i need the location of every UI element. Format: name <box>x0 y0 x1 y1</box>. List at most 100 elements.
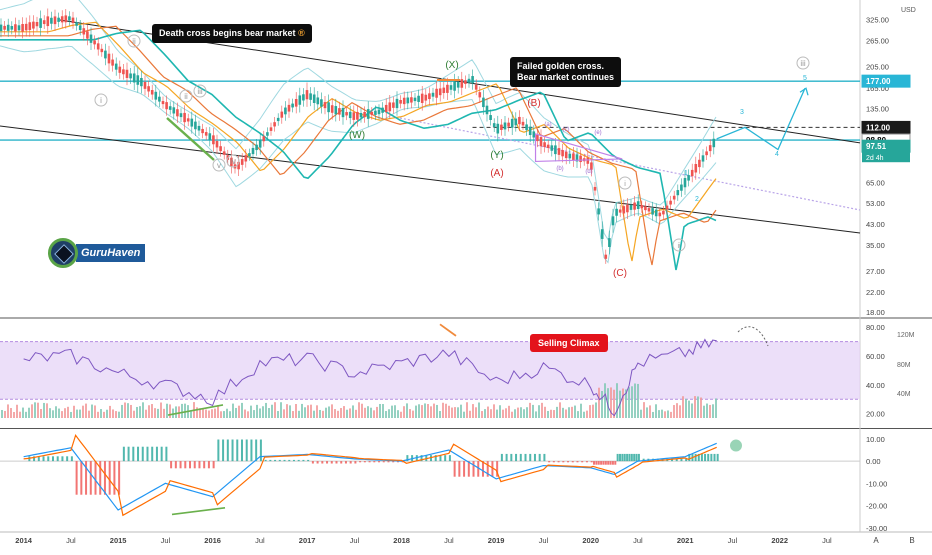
wave-label-tri_a: (a) <box>544 122 551 128</box>
macd-histogram-bar <box>189 461 192 469</box>
price-tick-label: 18.00 <box>866 308 885 317</box>
volume-bar <box>10 408 12 418</box>
macd-histogram-bar <box>602 461 605 465</box>
bollinger-upper <box>0 0 717 241</box>
candle-body <box>626 204 629 213</box>
volume-bar <box>142 402 144 418</box>
candle-body <box>197 125 201 131</box>
macd-histogram-bar <box>704 453 707 462</box>
volume-bar <box>265 402 267 418</box>
candle-body <box>50 17 53 24</box>
volume-bar <box>400 411 402 418</box>
macd-histogram-bar <box>368 461 371 463</box>
macd-histogram-bar <box>349 461 352 464</box>
candle-body <box>701 155 705 162</box>
candle-body <box>345 112 348 116</box>
candle-body <box>489 115 492 120</box>
candle-body <box>384 104 388 113</box>
volume-bar <box>649 405 651 418</box>
candle-body <box>496 123 500 134</box>
macd-histogram-bar <box>458 461 461 477</box>
volume-bar <box>283 409 285 418</box>
candle-body <box>161 101 165 105</box>
tag-112-bg <box>861 120 911 134</box>
macd-histogram-bar <box>434 455 437 462</box>
time-tick-label: Jul <box>161 536 171 545</box>
volume-bar <box>586 410 588 418</box>
candle-body <box>100 48 104 53</box>
death-cross-mark: ® <box>298 28 305 38</box>
candle-body <box>510 118 514 128</box>
macd-histogram-bar <box>99 461 102 495</box>
time-tick-label: Jul <box>350 536 360 545</box>
time-tick-label: 2015 <box>110 536 127 545</box>
candle-body <box>406 97 410 104</box>
green-marker-1 <box>166 117 215 161</box>
wave-label-wave_W: (W) <box>349 130 365 141</box>
rsi-tick-label: 60.00 <box>866 352 885 361</box>
volume-bar <box>472 404 474 418</box>
macd-histogram-bar <box>236 439 239 462</box>
macd-histogram-bar <box>635 453 638 462</box>
candle-body <box>6 24 10 31</box>
macd-histogram-bar <box>184 461 187 469</box>
rsi-divergence-marker <box>167 404 224 416</box>
volume-bar <box>88 410 90 418</box>
volume-bar <box>163 408 165 418</box>
macd-histogram-bar <box>70 456 73 462</box>
candle-body <box>82 28 86 35</box>
volume-bar <box>394 405 396 418</box>
candle-body <box>485 105 489 115</box>
macd-histogram-bar <box>179 461 182 469</box>
volume-bar <box>571 406 573 418</box>
volume-bar <box>592 404 594 418</box>
price-tick-label: 22.00 <box>866 288 885 297</box>
candle-body <box>647 208 651 212</box>
candle-body <box>75 22 78 26</box>
volume-bar <box>589 405 591 418</box>
volume-bar <box>550 409 552 418</box>
candle-body <box>255 144 258 151</box>
volume-bar <box>166 403 168 418</box>
volume-bar <box>688 400 690 418</box>
footer-button-a: A <box>873 536 879 545</box>
wave-label-wave_B: (B) <box>527 98 540 109</box>
macd-histogram-bar <box>66 456 69 462</box>
volume-bar <box>418 404 420 418</box>
macd-histogram-bar <box>581 461 584 463</box>
volume-bar <box>178 406 180 418</box>
candle-body <box>366 109 370 119</box>
price-tick-label: 135.00 <box>866 105 889 114</box>
volume-bar <box>580 403 582 418</box>
time-tick-label: 2021 <box>677 536 694 545</box>
volume-bar <box>229 411 231 418</box>
volume-bar <box>673 405 675 418</box>
macd-tick-label: 0.00 <box>866 457 881 466</box>
candle-body <box>280 111 284 118</box>
candle-body <box>420 93 424 103</box>
volume-bar <box>430 406 432 418</box>
candle-body <box>370 111 374 116</box>
candle-body <box>86 31 89 39</box>
macd-histogram-bar <box>89 461 92 495</box>
candle-body <box>435 88 438 98</box>
candle-body <box>442 87 446 94</box>
macd-histogram-bar <box>42 456 45 462</box>
volume-bar <box>175 406 177 418</box>
volume-bar <box>4 410 6 418</box>
candle-body <box>618 209 622 213</box>
volume-bar <box>370 407 372 418</box>
volume-bar <box>604 383 606 418</box>
candle-body <box>240 159 244 165</box>
volume-bar <box>94 405 96 418</box>
price-tick-label: 53.00 <box>866 199 885 208</box>
volume-bar <box>511 411 513 418</box>
volume-bar <box>709 404 711 418</box>
logo-icon <box>48 238 78 268</box>
candle-body <box>316 97 320 105</box>
volume-bar <box>514 409 516 418</box>
volume-bar <box>661 409 663 418</box>
volume-bar <box>124 402 126 418</box>
macd-highlight-circle <box>730 439 742 452</box>
